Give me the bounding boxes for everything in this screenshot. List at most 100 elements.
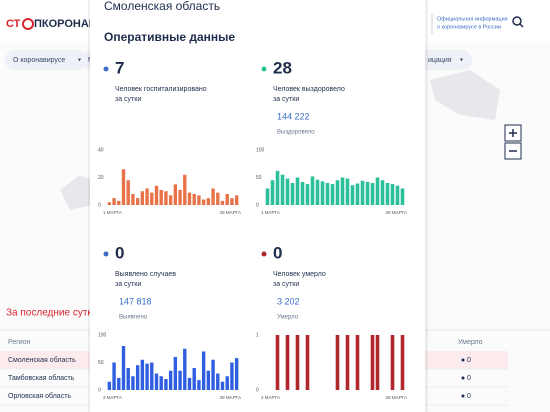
x-label: 28 МАРТА xyxy=(386,395,407,400)
bar xyxy=(355,335,360,390)
bar xyxy=(370,183,375,205)
bar xyxy=(126,180,130,205)
bar xyxy=(145,363,149,390)
stat-label: за сутки xyxy=(273,281,299,288)
bar xyxy=(350,185,355,205)
nav-item[interactable]: ицация xyxy=(428,57,452,64)
bar xyxy=(355,183,360,205)
region-name: Орловская область xyxy=(8,392,71,400)
modal-subtitle: Оперативные данные xyxy=(104,30,235,44)
x-label: 2 МАРТА xyxy=(103,395,122,400)
bar xyxy=(330,184,335,205)
y-tick-label: 0 xyxy=(98,202,101,208)
x-label: 1 МАРТА xyxy=(261,210,280,215)
stat-label: Человек выздоровело xyxy=(273,86,345,93)
bar xyxy=(107,202,112,205)
bar xyxy=(121,346,126,390)
bar xyxy=(183,348,187,390)
bar xyxy=(234,358,239,390)
y-tick-label: 0 xyxy=(256,202,259,208)
stat-label: за сутки xyxy=(115,281,141,288)
total-label: Умерло xyxy=(277,315,299,321)
bar xyxy=(280,174,285,205)
section-title: За последние сутк xyxy=(6,308,92,319)
bar xyxy=(117,377,121,390)
bar xyxy=(325,183,330,205)
x-label: 28 МАРТА xyxy=(386,210,407,215)
total-label: Выздоровело xyxy=(277,130,315,136)
bar xyxy=(178,189,182,205)
y-tick-label: 50 xyxy=(98,360,104,366)
bar xyxy=(390,184,395,205)
map-shape xyxy=(430,70,500,120)
bar xyxy=(216,192,220,205)
map-shape xyxy=(60,175,92,210)
bar xyxy=(365,181,370,205)
bar xyxy=(168,370,173,390)
x-label: 1 МАРТА xyxy=(103,210,122,215)
stat-label: за сутки xyxy=(115,96,141,103)
bar xyxy=(270,180,275,205)
deaths-value: 0 xyxy=(467,393,471,400)
bar xyxy=(275,170,280,205)
bar xyxy=(265,188,270,205)
bar xyxy=(135,365,140,390)
bar xyxy=(375,335,380,390)
nav-item[interactable]: О коронавирусе xyxy=(13,57,65,64)
bar xyxy=(216,373,220,390)
bar xyxy=(159,189,163,205)
bar xyxy=(295,177,300,205)
bar xyxy=(117,200,121,205)
nav-pill[interactable] xyxy=(5,50,87,70)
bar xyxy=(107,381,112,390)
bar xyxy=(187,192,192,205)
bar xyxy=(192,194,196,205)
bar xyxy=(164,191,168,205)
bar xyxy=(201,351,206,390)
bar xyxy=(154,185,159,205)
bar xyxy=(305,335,310,390)
bar xyxy=(131,194,135,205)
modal xyxy=(90,0,425,412)
bar xyxy=(400,188,405,205)
y-tick-label: 0 xyxy=(256,387,259,393)
bar xyxy=(335,335,340,390)
logo: ПКОРОНАВИ xyxy=(34,18,105,30)
info-text: о коронавирусе в России xyxy=(437,24,501,30)
y-tick-label: 0 xyxy=(98,387,101,393)
status-dot xyxy=(103,251,109,257)
bar xyxy=(150,192,154,205)
search-icon[interactable] xyxy=(519,23,524,28)
total-value: 3 202 xyxy=(277,296,300,306)
nav-arrow: ▾ xyxy=(78,58,81,64)
bar xyxy=(131,376,135,390)
bar xyxy=(220,381,225,390)
stat-label: Человек госпитализировано xyxy=(115,86,207,93)
bar xyxy=(290,183,295,205)
nav-pill[interactable] xyxy=(410,50,472,70)
bar xyxy=(121,169,126,205)
bar xyxy=(234,195,239,205)
status-dot xyxy=(261,251,267,257)
search-icon[interactable] xyxy=(512,16,522,26)
bar xyxy=(220,200,225,205)
bar xyxy=(112,198,116,205)
x-label: 28 МАРТА xyxy=(220,395,241,400)
bar xyxy=(178,370,182,390)
deaths-value: 0 xyxy=(467,357,471,364)
bar xyxy=(345,335,350,390)
stat-value: 0 xyxy=(273,243,282,262)
y-tick-label: 100 xyxy=(98,332,107,338)
stat-value: 28 xyxy=(273,58,292,77)
bar xyxy=(192,368,196,390)
region-name: Смоленская область xyxy=(8,356,76,364)
bar xyxy=(154,373,159,390)
stat-label: за сутки xyxy=(273,96,299,103)
bar xyxy=(340,177,345,205)
bar xyxy=(285,178,290,205)
deaths-value: 0 xyxy=(467,375,471,382)
stat-label: Человек умерло xyxy=(273,271,326,278)
bar xyxy=(395,185,400,205)
bar xyxy=(320,181,325,205)
